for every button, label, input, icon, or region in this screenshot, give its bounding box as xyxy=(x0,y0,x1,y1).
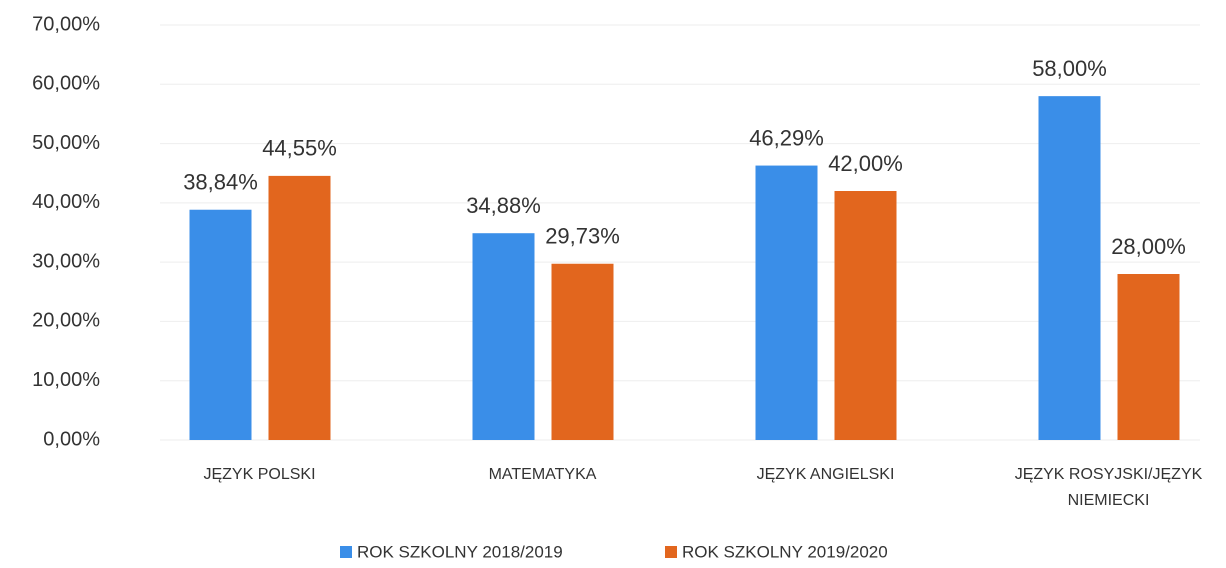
legend-label: ROK SZKOLNY 2019/2020 xyxy=(682,542,888,561)
value-label: 44,55% xyxy=(262,136,337,161)
bar xyxy=(1117,274,1180,440)
y-tick-label: 20,00% xyxy=(32,310,100,332)
bar xyxy=(834,191,897,440)
legend-label: ROK SZKOLNY 2018/2019 xyxy=(357,542,563,561)
y-tick-label: 50,00% xyxy=(32,132,100,154)
bar xyxy=(268,175,331,440)
value-label: 29,73% xyxy=(545,224,620,249)
x-tick-label: JĘZYK ANGIELSKI xyxy=(756,466,895,483)
y-tick-label: 70,00% xyxy=(32,13,100,35)
y-tick-label: 40,00% xyxy=(32,191,100,213)
value-label: 38,84% xyxy=(183,170,258,195)
y-tick-label: 30,00% xyxy=(32,250,100,272)
y-tick-label: 60,00% xyxy=(32,73,100,95)
y-tick-label: 10,00% xyxy=(32,369,100,391)
y-tick-label: 0,00% xyxy=(43,428,100,450)
bar xyxy=(551,263,614,440)
value-label: 46,29% xyxy=(749,125,824,150)
bar xyxy=(189,209,252,440)
legend-swatch xyxy=(340,546,352,558)
value-label: 28,00% xyxy=(1111,234,1186,259)
bar xyxy=(472,233,535,440)
x-tick-label: JĘZYK ROSYJSKI/JĘZYK NIEMIECKI xyxy=(1014,466,1203,509)
value-label: 34,88% xyxy=(466,193,541,218)
bar xyxy=(1038,96,1101,441)
value-label: 58,00% xyxy=(1032,56,1107,81)
bar xyxy=(755,165,818,441)
legend-swatch xyxy=(665,546,677,558)
x-tick-label: MATEMATYKA xyxy=(488,466,597,483)
x-tick-label: JĘZYK POLSKI xyxy=(203,466,316,483)
value-label: 42,00% xyxy=(828,151,903,176)
